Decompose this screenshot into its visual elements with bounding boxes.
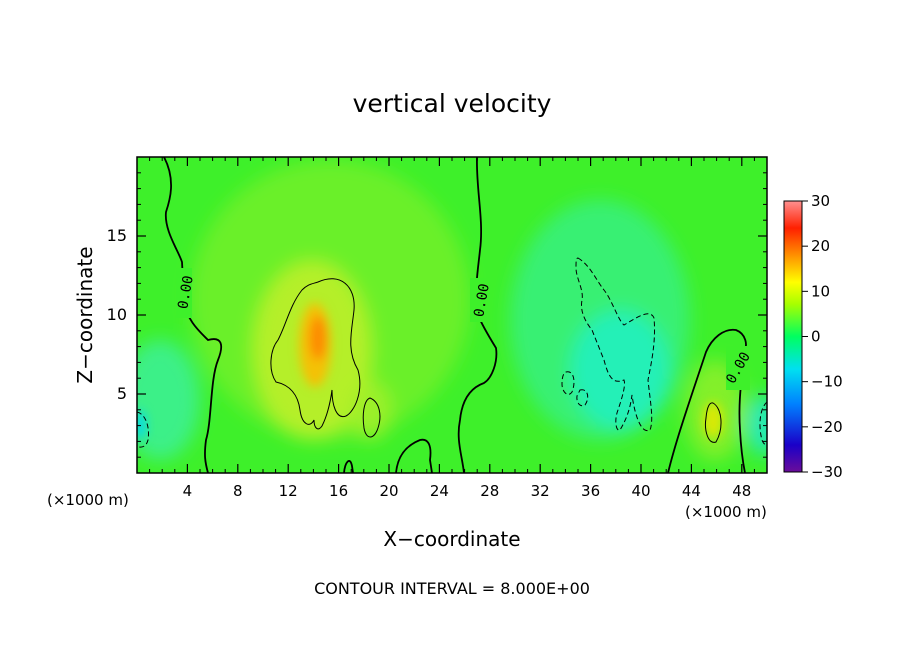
x-unit-right: (×1000 m) [685, 503, 767, 521]
contour-8-c [705, 402, 722, 443]
zero-contour-bottom [395, 438, 433, 473]
x-tick-label: 28 [480, 482, 499, 500]
colorbar-tick-label: 10 [811, 282, 830, 300]
colorbar-tick-label: −10 [811, 373, 843, 391]
x-tick-label: 44 [682, 482, 701, 500]
contour-8-b [362, 397, 381, 438]
x-axis: 4 8 12 16 20 24 28 32 36 40 44 48 [149, 157, 755, 500]
x-tick-label: 20 [379, 482, 398, 500]
x-tick-label: 16 [329, 482, 348, 500]
colorbar-tick-label: 0 [811, 328, 821, 346]
zero-contour-middle [457, 157, 498, 473]
contour-interval-note: CONTOUR INTERVAL = 8.000E+00 [314, 579, 590, 598]
chart-title: vertical velocity [353, 89, 552, 118]
y-tick-label: 10 [107, 305, 127, 324]
colorbar-tick-label: −20 [811, 418, 843, 436]
contour-labels: 0.00 0.00 0.00 [175, 268, 754, 390]
y-tick-label: 5 [117, 384, 127, 403]
y-tick-label: 15 [107, 226, 127, 245]
x-tick-label: 40 [631, 482, 650, 500]
zero-contour-right [667, 328, 747, 473]
colorbar-tick-label: 20 [811, 237, 830, 255]
x-axis-label: X−coordinate [383, 527, 520, 551]
zero-contour-left [163, 157, 223, 473]
contour-neg-8 [575, 257, 655, 432]
contour-lines [137, 157, 767, 473]
contour-label: 0.00 [175, 274, 197, 310]
contour-neg-8-c [576, 389, 589, 407]
x-tick-label: 24 [430, 482, 449, 500]
colorbar-axis: 30 20 10 0 −10 −20 −30 [802, 192, 843, 481]
y-axis-label: Z−coordinate [73, 246, 97, 383]
x-tick-label: 32 [531, 482, 550, 500]
x-tick-label: 8 [233, 482, 243, 500]
colorbar-tick-label: 30 [811, 192, 830, 210]
contour-8 [270, 278, 361, 430]
colorbar-tick-label: −30 [811, 463, 843, 481]
contour-label: 0.00 [471, 282, 493, 318]
x-tick-label: 12 [279, 482, 298, 500]
zero-contour-small [343, 460, 354, 473]
x-tick-label: 4 [183, 482, 193, 500]
y-axis: 5 10 15 [107, 172, 767, 458]
contour-neg-8-b [561, 371, 575, 395]
contour-neg-8-d [137, 411, 149, 448]
heatmap-field [137, 157, 767, 473]
contour-neg-8-e [759, 401, 767, 445]
x-tick-label: 48 [732, 482, 751, 500]
colorbar [783, 200, 803, 473]
x-tick-label: 36 [581, 482, 600, 500]
x-unit-left: (×1000 m) [47, 491, 129, 509]
